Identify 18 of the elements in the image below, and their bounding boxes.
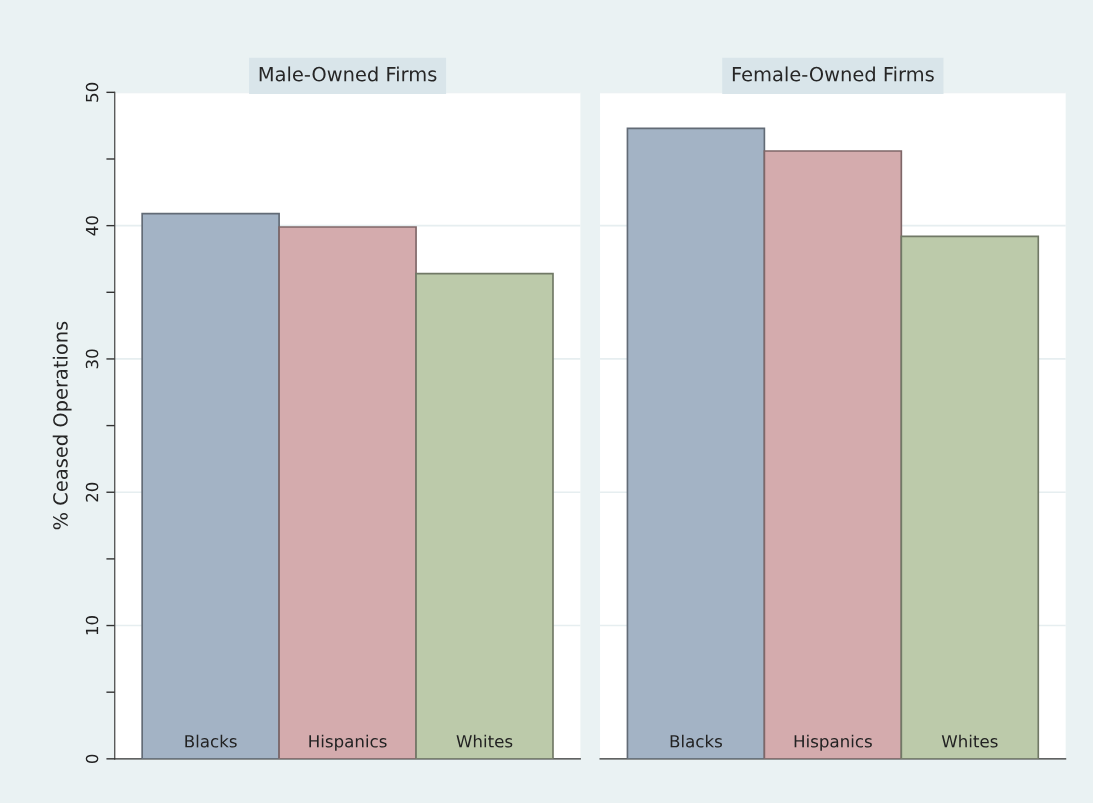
bar bbox=[278, 226, 417, 759]
y-tick-label: 10 bbox=[85, 616, 99, 635]
y-tick-label: 40 bbox=[85, 216, 99, 236]
y-axis-title: % Ceased Operations bbox=[52, 321, 72, 530]
x-tick-label: Blacks bbox=[185, 734, 237, 748]
y-tick-label: 20 bbox=[85, 482, 99, 502]
y-tick-label: 30 bbox=[85, 349, 99, 369]
x-tick-label: Blacks bbox=[670, 734, 722, 748]
y-tick-label: 0 bbox=[85, 754, 99, 764]
chart-title: Female-Owned Firms bbox=[732, 66, 934, 82]
x-tick-label: Hispanics bbox=[309, 734, 387, 751]
bar bbox=[141, 212, 280, 759]
bar bbox=[415, 272, 554, 759]
chart-title: Male-Owned Firms bbox=[259, 66, 437, 82]
y-tick-label: 50 bbox=[85, 82, 99, 102]
x-tick-label: Whites bbox=[456, 734, 513, 748]
x-tick-label: Whites bbox=[941, 734, 998, 748]
x-tick-label: Hispanics bbox=[794, 734, 872, 751]
